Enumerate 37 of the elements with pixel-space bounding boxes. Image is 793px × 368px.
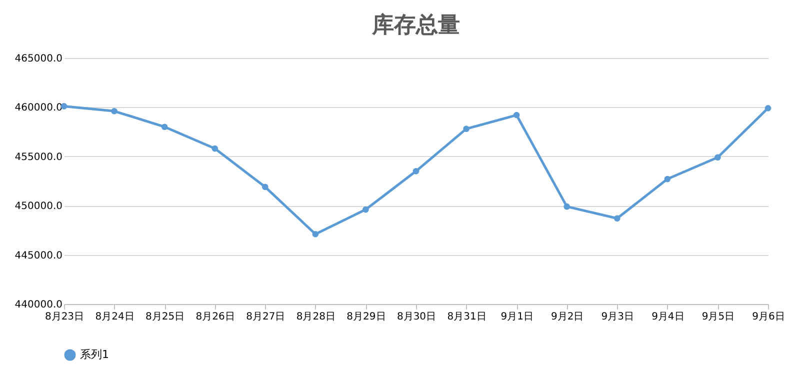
point: [564, 203, 570, 210]
y-tick-label: 450000.0: [14, 201, 62, 212]
x-tick-label: 9月1日: [500, 312, 534, 322]
point: [212, 145, 218, 152]
point: [161, 124, 168, 130]
point: [262, 184, 268, 190]
x-tick-label: 8月27日: [246, 312, 286, 322]
point: [714, 154, 721, 161]
x-tick-label: 9月4日: [652, 312, 684, 322]
point: [764, 105, 772, 112]
point: [513, 112, 520, 118]
point: [664, 176, 671, 182]
point: [111, 108, 118, 114]
x-tick-label: 8月24日: [95, 312, 134, 322]
x-tick-label: 9月6日: [752, 312, 785, 322]
x-tick-label: 9月2日: [550, 312, 584, 322]
x-tick-label: 8月28日: [296, 312, 336, 322]
x-tick-label: 9月3日: [601, 312, 634, 322]
x-tick-label: 8月25日: [146, 312, 185, 322]
point: [463, 126, 470, 132]
y-tick-label: 440000.0: [14, 300, 62, 310]
point: [614, 215, 620, 222]
point: [362, 206, 369, 213]
point: [412, 168, 420, 174]
y-tick-label: 455000.0: [14, 152, 62, 163]
x-tick-label: 8月26日: [196, 312, 235, 322]
x-tick-label: 9月5日: [702, 312, 735, 322]
y-tick-label: 465000.0: [14, 54, 62, 64]
point: [312, 230, 319, 238]
legend-label: 系列1: [80, 348, 109, 361]
x-tick-label: 8月23日: [44, 312, 84, 322]
x-tick-label: 8月29日: [346, 312, 386, 322]
y-tick-label: 445000.0: [14, 250, 62, 262]
chart-title: 库存总量: [371, 12, 460, 38]
y-tick-label: 460000.0: [14, 102, 62, 114]
x-tick-label: 8月31日: [447, 312, 486, 322]
x-tick-label: 8月30日: [396, 312, 436, 322]
